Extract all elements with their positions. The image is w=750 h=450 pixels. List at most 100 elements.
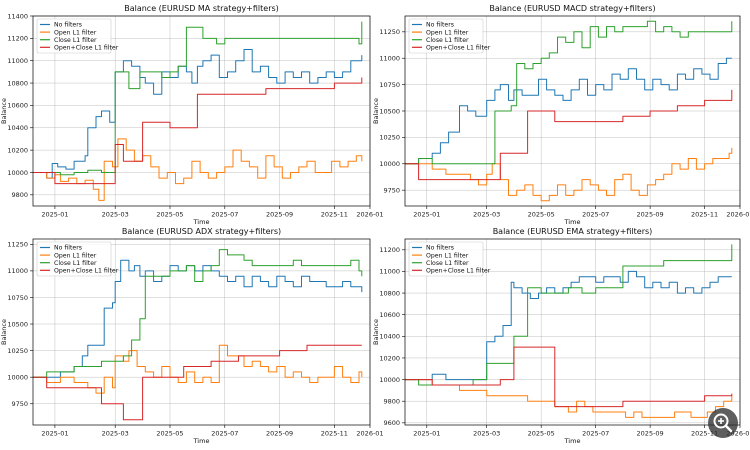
- y-tick-label: 10250: [7, 347, 28, 355]
- legend-entry: Open+Close L1 filter: [426, 268, 491, 275]
- legend-entry: Close L1 filter: [426, 37, 469, 44]
- y-tick-label: 10400: [379, 333, 400, 341]
- series-line-2: [33, 249, 363, 378]
- y-tick-label: 11000: [7, 267, 28, 275]
- series-line-3: [405, 89, 733, 181]
- y-tick-label: 9600: [383, 419, 400, 427]
- y-tick-label: 9750: [383, 186, 400, 194]
- y-tick-label: 10400: [7, 124, 28, 132]
- legend-entry: Open+Close L1 filter: [54, 45, 119, 52]
- y-tick-label: 10000: [379, 376, 400, 384]
- legend-entry: Open L1 filter: [426, 29, 469, 36]
- legend-box: [408, 241, 484, 277]
- x-axis-label: Time: [564, 218, 581, 226]
- x-tick-label: 2025-11: [321, 430, 348, 438]
- chart-panel-2: 9750 10000 10250 10500 10750 11000 11250 2025-0…: [0, 227, 384, 445]
- series-line-0: [405, 57, 732, 165]
- x-tick-label: 2025-09: [266, 430, 293, 438]
- x-tick-label: 2025-01: [41, 430, 68, 438]
- legend-entry: Open+Close L1 filter: [426, 45, 491, 52]
- series-line-3: [33, 344, 362, 421]
- y-tick-label: 10000: [379, 160, 400, 168]
- chart-title: Balance (EURUSD MA strategy+filters): [124, 4, 279, 13]
- y-tick-label: 11200: [379, 246, 400, 254]
- y-tick-label: 10500: [379, 107, 400, 115]
- legend-entry: No filters: [54, 22, 82, 29]
- legend-box: [36, 18, 112, 54]
- y-axis-label: Balance: [372, 319, 380, 345]
- series-line-1: [405, 147, 733, 202]
- x-tick-label: 2025-03: [473, 211, 500, 219]
- x-tick-label: 2025-03: [473, 430, 500, 438]
- y-tick-label: 10200: [379, 354, 400, 362]
- y-tick-label: 10600: [379, 311, 400, 319]
- y-tick-label: 11250: [7, 241, 28, 249]
- x-tick-label: 2025-07: [211, 430, 238, 438]
- series-line-2: [405, 20, 733, 165]
- x-tick-label: 2026-01: [356, 211, 383, 219]
- legend-entry: Open+Close L1 filter: [54, 268, 119, 275]
- magnify-plus-icon: [713, 413, 733, 433]
- legend-entry: No filters: [426, 22, 454, 29]
- zoom-button[interactable]: [708, 408, 738, 438]
- x-tick-label: 2025-11: [691, 430, 718, 438]
- y-tick-label: 10200: [7, 146, 28, 154]
- y-axis-label: Balance: [0, 98, 8, 124]
- legend-entry: Open L1 filter: [54, 252, 97, 259]
- y-tick-label: 11200: [7, 35, 28, 43]
- x-tick-label: 2025-11: [321, 211, 348, 219]
- x-tick-label: 2025-05: [156, 430, 183, 438]
- y-tick-label: 11000: [7, 57, 28, 65]
- legend-box: [36, 241, 112, 277]
- x-tick-label: 2025-09: [637, 430, 664, 438]
- series-line-0: [33, 49, 363, 179]
- x-tick-label: 2026-01: [726, 430, 750, 438]
- series-line-0: [33, 259, 363, 378]
- x-tick-label: 2025-09: [637, 211, 664, 219]
- x-tick-label: 2025-01: [413, 211, 440, 219]
- plot-frame: [404, 238, 741, 426]
- chart-title: Balance (EURUSD ADX strategy+filters): [122, 227, 281, 236]
- chart-title: Balance (EURUSD MACD strategy+filters): [489, 4, 655, 13]
- y-tick-label: 9800: [383, 398, 400, 406]
- y-tick-label: 9750: [11, 400, 28, 408]
- x-tick-label: 2025-03: [102, 430, 129, 438]
- series-line-1: [33, 138, 363, 201]
- legend-entry: Close L1 filter: [54, 260, 97, 267]
- y-tick-label: 10000: [7, 373, 28, 381]
- y-tick-label: 11400: [7, 12, 28, 20]
- x-tick-label: 2025-11: [691, 211, 718, 219]
- legend-entry: Open L1 filter: [54, 29, 97, 36]
- y-tick-label: 11250: [379, 28, 400, 36]
- legend-entry: Open L1 filter: [426, 252, 469, 259]
- y-tick-label: 10750: [7, 294, 28, 302]
- series-line-3: [33, 77, 363, 185]
- y-axis-label: Balance: [372, 98, 380, 124]
- y-tick-label: 10800: [7, 79, 28, 87]
- legend-entry: No filters: [54, 245, 82, 252]
- chart-panel-3: 9600 9800 10000 10200 10400 10600 10800 11000 11…: [372, 227, 750, 445]
- plot-frame: [32, 15, 371, 207]
- plot-frame: [32, 238, 371, 426]
- series-line-3: [405, 346, 733, 408]
- y-tick-label: 10800: [379, 289, 400, 297]
- y-tick-label: 9800: [11, 191, 28, 199]
- legend-entry: Close L1 filter: [54, 37, 97, 44]
- y-tick-label: 10750: [379, 81, 400, 89]
- y-axis-label: Balance: [0, 319, 8, 345]
- chart-panel-0: 9800 10000 10200 10400 10600 10800 11000 11200 1…: [0, 4, 384, 226]
- x-tick-label: 2025-05: [528, 211, 555, 219]
- x-tick-label: 2025-01: [413, 430, 440, 438]
- x-tick-label: 2025-01: [41, 211, 68, 219]
- x-axis-label: Time: [564, 437, 581, 445]
- chart-panel-1: 9750 10000 10250 10500 10750 11000 11250 2025-0…: [372, 4, 750, 226]
- y-tick-label: 10000: [7, 169, 28, 177]
- y-tick-label: 11000: [379, 268, 400, 276]
- plot-frame: [404, 15, 741, 207]
- x-tick-label: 2025-05: [528, 430, 555, 438]
- x-axis-label: Time: [193, 437, 210, 445]
- x-tick-label: 2025-07: [582, 211, 609, 219]
- series-line-1: [33, 344, 363, 394]
- legend-entry: Close L1 filter: [426, 260, 469, 267]
